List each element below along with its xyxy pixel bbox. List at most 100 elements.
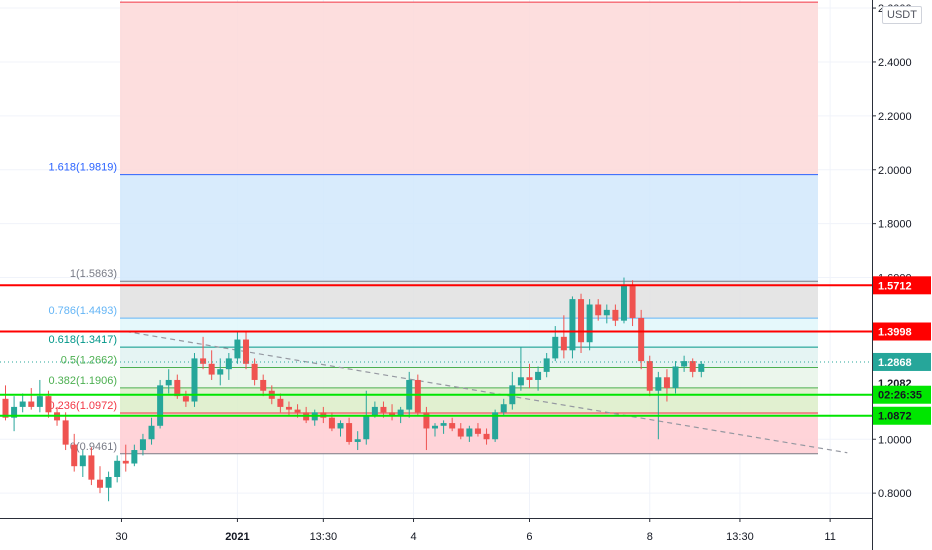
candle-body <box>208 363 215 375</box>
x-tick-label: 13:30 <box>310 531 338 543</box>
candle-body <box>578 299 585 343</box>
candle-body <box>28 401 35 407</box>
candle-body <box>380 406 387 413</box>
candle-body <box>586 304 593 343</box>
candle-body <box>88 455 95 480</box>
fib-level-label: 0.786(1.4493) <box>49 305 118 317</box>
candle-body <box>560 336 567 351</box>
y-tick-label: 2.2000 <box>878 111 912 123</box>
candle-body <box>397 409 404 415</box>
candle-body <box>389 412 396 415</box>
candle-body <box>191 358 198 402</box>
y-tick-label: 1.8000 <box>878 219 912 231</box>
candle-body <box>337 423 344 429</box>
candle-body <box>371 406 378 415</box>
candle-body <box>535 371 542 380</box>
candle-body <box>260 379 267 391</box>
candle-body <box>105 476 112 488</box>
y-tick-label: 0.8000 <box>878 488 912 500</box>
candle-body <box>148 425 155 440</box>
candle-body <box>681 361 688 367</box>
candle-body <box>217 369 224 375</box>
candle-body <box>225 358 232 370</box>
candle-body <box>71 444 78 467</box>
candle-body <box>45 396 52 413</box>
candles <box>2 277 705 502</box>
x-tick-label: 2021 <box>225 531 249 543</box>
candle-body <box>620 285 627 321</box>
candle-body <box>526 377 533 380</box>
hline-tag-bg <box>873 385 931 404</box>
candle-body <box>500 404 507 413</box>
candle-body <box>629 285 636 318</box>
candle-body <box>182 396 189 402</box>
hline-tag-bg <box>873 406 931 425</box>
candle-body <box>423 412 430 429</box>
candle-body <box>79 455 86 467</box>
candle-body <box>432 425 438 429</box>
candle-body <box>243 339 250 364</box>
candle-body <box>603 309 610 316</box>
fib-level-label: 0.5(1.2662) <box>61 355 117 367</box>
candle-body <box>552 336 559 359</box>
hline-tag-label: 1.3998 <box>878 327 912 339</box>
hline-tag-label: 1.0872 <box>878 411 912 423</box>
candle-body <box>474 428 481 434</box>
y-tick-label: 2.0000 <box>878 165 912 177</box>
fib-zone <box>120 318 818 348</box>
fib-zone <box>120 2 818 175</box>
candle-body <box>638 317 645 362</box>
candle-body <box>449 423 456 429</box>
candle-body <box>294 409 301 413</box>
x-tick-label: 30 <box>115 531 127 543</box>
candle-body <box>157 385 164 426</box>
candle-body <box>165 379 172 386</box>
last-price-tag-bg <box>873 352 931 371</box>
candle-body <box>19 401 26 407</box>
candle-body <box>11 406 18 418</box>
price-axis-bg <box>872 0 932 550</box>
candle-body <box>483 433 490 440</box>
candle-body <box>646 361 653 391</box>
fib-zone <box>120 174 818 282</box>
fib-retracement[interactable]: 0(0.9461) 0.236(1.0972) 0.382(1.1906) 0.5(1… <box>49 1 819 455</box>
candle-body <box>234 339 241 359</box>
candle-body <box>36 396 43 407</box>
candle-body <box>595 304 602 316</box>
candle-body <box>285 406 292 410</box>
candle-body <box>543 358 550 372</box>
candle-body <box>363 414 370 440</box>
candle-body <box>655 377 662 391</box>
fib-level-label: 0.236(1.0972) <box>49 400 118 412</box>
y-tick-label: 1.0000 <box>878 434 912 446</box>
candle-body <box>122 460 129 464</box>
candle-body <box>96 479 103 488</box>
candle-body <box>569 299 576 351</box>
x-tick-label: 13:30 <box>726 531 754 543</box>
candle-body <box>672 366 679 389</box>
fib-zone <box>120 347 818 368</box>
horizontal-lines[interactable] <box>0 284 872 417</box>
fib-level-label: 1.618(1.9819) <box>49 162 118 174</box>
currency-badge[interactable]: USDT <box>882 6 922 24</box>
candle-body <box>440 423 447 426</box>
hline-tag-bg <box>873 322 931 341</box>
candle-body <box>131 450 138 464</box>
candle-body <box>457 428 464 437</box>
fib-level-label: 0(0.9461) <box>70 441 117 453</box>
candle-body <box>139 439 146 451</box>
x-tick-label: 8 <box>647 531 653 543</box>
candle-body <box>251 363 258 380</box>
candle-body <box>328 417 335 429</box>
candle-body <box>466 428 473 437</box>
candle-body <box>414 379 421 413</box>
candle-body <box>698 363 705 372</box>
last-price-tag-label: 1.2868 <box>878 357 912 369</box>
hline-tag-label: 1.5712 <box>878 280 912 292</box>
candle-body <box>114 460 121 477</box>
x-tick-label: 6 <box>526 531 532 543</box>
candle-body <box>2 398 9 418</box>
candle-body <box>62 420 69 445</box>
